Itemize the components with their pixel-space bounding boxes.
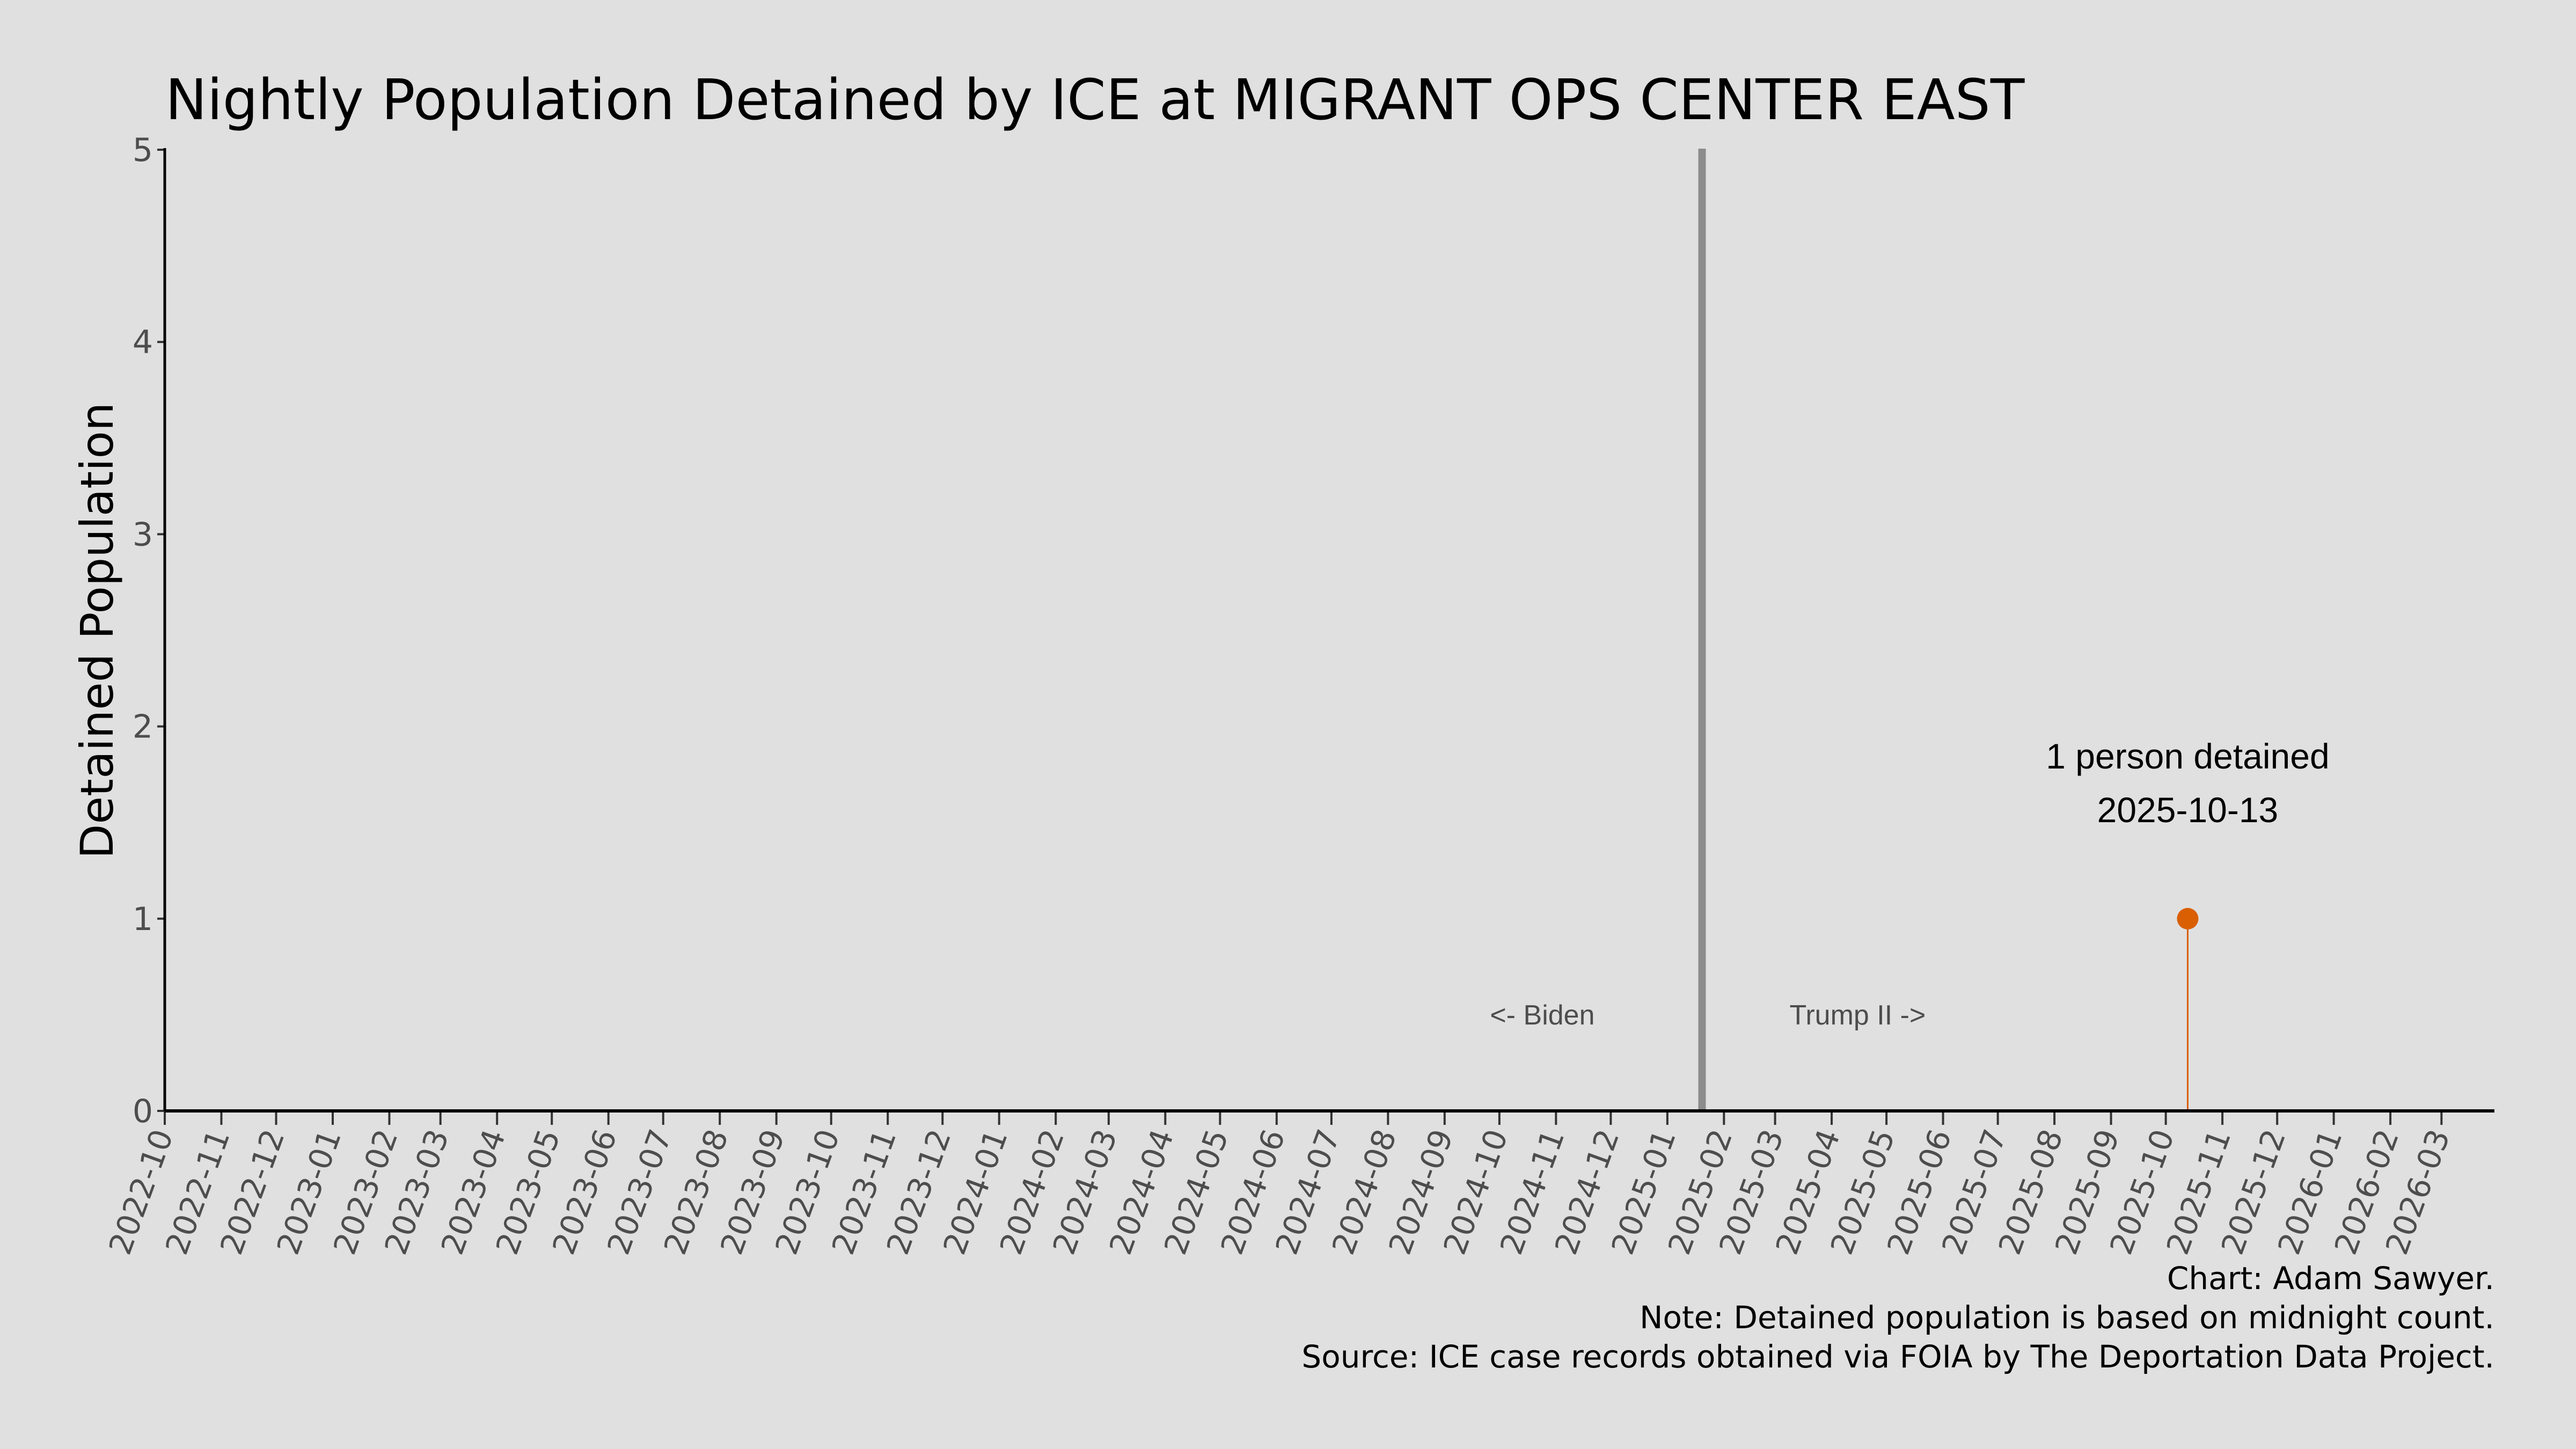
point-annotation-count: 1 person detained bbox=[2046, 736, 2329, 776]
chart-title: Nightly Population Detained by ICE at MI… bbox=[165, 67, 2025, 133]
data-point bbox=[2177, 908, 2199, 930]
y-tick-label: 1 bbox=[133, 901, 153, 938]
y-tick-label: 5 bbox=[133, 131, 153, 169]
x-ticks: 2022-102022-112022-122023-012023-022023-… bbox=[101, 1111, 2457, 1260]
y-axis-label: Detained Population bbox=[71, 402, 123, 859]
caption-author: Chart: Adam Sawyer. bbox=[2167, 1260, 2494, 1297]
data-marks bbox=[2177, 908, 2199, 1111]
biden-label: <- Biden bbox=[1490, 1000, 1594, 1031]
y-ticks: 0 1 2 3 4 5 bbox=[133, 131, 165, 1130]
trump-label: Trump II -> bbox=[1790, 1000, 1926, 1031]
point-annotation-date: 2025-10-13 bbox=[2097, 790, 2279, 830]
y-tick-label: 4 bbox=[133, 324, 153, 361]
caption-note: Note: Detained population is based on mi… bbox=[1640, 1299, 2494, 1336]
y-tick-label: 0 bbox=[133, 1093, 153, 1130]
caption-source: Source: ICE case records obtained via FO… bbox=[1301, 1338, 2494, 1375]
y-tick-label: 3 bbox=[133, 516, 153, 553]
y-tick-label: 2 bbox=[133, 708, 153, 746]
